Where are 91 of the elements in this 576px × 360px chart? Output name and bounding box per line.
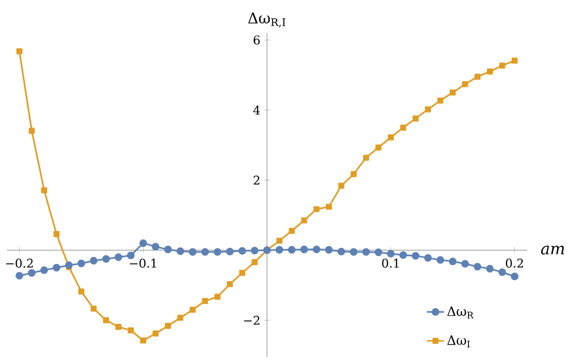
point — [462, 81, 468, 88]
point — [152, 330, 159, 337]
point — [375, 144, 382, 151]
x-tick-label: −0.2 — [6, 258, 33, 268]
y-tick-label: 6 — [254, 35, 260, 45]
point — [202, 298, 208, 304]
point — [387, 250, 395, 258]
point — [252, 259, 258, 266]
point — [250, 246, 258, 254]
point — [276, 238, 282, 244]
point — [190, 306, 196, 313]
point — [424, 106, 431, 112]
point — [239, 270, 246, 276]
point — [374, 248, 382, 256]
point — [486, 264, 494, 273]
point — [326, 204, 332, 210]
point — [461, 260, 469, 268]
point — [412, 252, 420, 260]
point — [102, 255, 110, 263]
point — [201, 248, 209, 256]
point — [436, 256, 444, 264]
point — [78, 288, 84, 294]
point — [214, 294, 220, 300]
point — [350, 171, 357, 178]
point — [300, 246, 308, 254]
point — [128, 327, 134, 334]
point — [337, 248, 346, 256]
x-tick-label: 0.2 — [506, 258, 523, 268]
point — [226, 248, 234, 256]
point — [16, 48, 22, 54]
y-axis-title: Δω$_{R,I}$ — [248, 12, 286, 28]
x-tick-label: −0.1 — [130, 258, 156, 268]
point — [338, 182, 344, 189]
point — [139, 239, 147, 247]
point — [65, 261, 73, 270]
point — [114, 253, 122, 261]
point — [350, 248, 358, 256]
point — [450, 90, 456, 96]
y-tick-label: −2 — [244, 316, 260, 325]
point — [90, 306, 97, 312]
point — [276, 246, 284, 254]
point — [498, 268, 506, 276]
point — [177, 314, 184, 321]
point — [152, 242, 160, 250]
y-tick-label: 2 — [254, 176, 260, 185]
point — [288, 228, 295, 234]
point — [301, 217, 308, 224]
point — [474, 262, 482, 270]
point — [499, 62, 506, 69]
point — [54, 231, 60, 238]
point — [16, 272, 24, 280]
point — [363, 154, 370, 161]
point — [399, 251, 407, 259]
point — [115, 324, 122, 330]
point — [512, 58, 518, 64]
x-tick-label: 0.1 — [382, 258, 399, 268]
point — [388, 134, 394, 140]
point — [52, 264, 60, 272]
legend-label: Δω$_{R}$ — [447, 306, 474, 318]
point — [448, 258, 457, 266]
point — [424, 254, 432, 262]
point — [226, 281, 233, 288]
point — [400, 124, 406, 131]
point — [474, 74, 480, 80]
point — [188, 248, 197, 256]
point — [176, 247, 184, 256]
point — [41, 187, 48, 194]
point — [312, 246, 320, 254]
point — [164, 246, 172, 254]
point — [314, 206, 320, 212]
point — [510, 272, 518, 280]
legend-label: Δω$_{I}$ — [447, 335, 470, 348]
point — [90, 256, 98, 264]
point — [77, 260, 86, 268]
point — [288, 246, 296, 254]
y-tick-label: 4 — [253, 106, 260, 114]
point — [40, 266, 48, 274]
point — [437, 98, 444, 104]
point — [486, 68, 493, 75]
point — [140, 338, 146, 344]
point — [28, 128, 35, 134]
point — [238, 247, 246, 255]
point — [362, 248, 370, 256]
point — [412, 115, 419, 122]
point — [164, 322, 171, 329]
point — [214, 248, 222, 256]
point — [127, 252, 135, 260]
point — [28, 269, 36, 277]
point — [103, 317, 110, 324]
point — [325, 246, 333, 254]
x-axis-title: am — [541, 246, 564, 255]
